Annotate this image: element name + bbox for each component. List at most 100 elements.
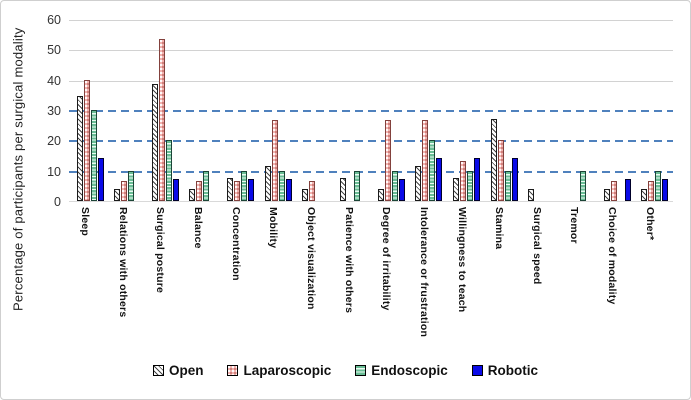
bar-open-choice-of-modality: [604, 189, 610, 201]
bar-open-relations-with-others: [114, 189, 120, 201]
x-label-surgical-speed: Surgical speed: [531, 207, 543, 285]
legend-item-laparoscopic: Laparoscopic: [227, 363, 331, 378]
bar-laparoscopic-stamina: [498, 140, 504, 201]
bar-open-surgical-posture: [152, 84, 158, 201]
x-label-willingness-to-teach: Willingness to teach: [456, 207, 468, 313]
bar-open-concentration: [227, 178, 233, 201]
bar-group-intolerance-or-frustration: [415, 120, 442, 201]
bar-open-mobility: [265, 166, 271, 201]
bar-open-degree-of-irritability: [378, 189, 384, 201]
bar-endoscopic-surgical-posture: [166, 140, 172, 201]
bar-endoscopic-concentration: [241, 171, 247, 201]
y-tick-label-20: 20: [47, 134, 61, 148]
bar-group-stamina: [491, 119, 518, 201]
bar-group-tremor: [566, 171, 593, 201]
gridline-40: [69, 81, 673, 82]
bar-endoscopic-mobility: [279, 171, 285, 201]
bar-open-surgical-speed: [528, 189, 534, 201]
gridline-20: [69, 140, 673, 142]
bar-robotic-stamina: [512, 158, 518, 201]
bar-open-sleep: [77, 96, 83, 201]
x-label-other: Other*: [644, 207, 656, 241]
bar-laparoscopic-intolerance-or-frustration: [422, 120, 428, 201]
bar-robotic-mobility: [286, 179, 292, 201]
bar-endoscopic-relations-with-others: [128, 171, 134, 201]
bar-endoscopic-other: [655, 171, 661, 201]
x-label-intolerance-or-frustration: Intolerance or frustration: [418, 207, 430, 338]
bar-group-surgical-posture: [152, 39, 179, 201]
gridline-50: [69, 50, 673, 51]
bar-group-choice-of-modality: [604, 179, 631, 201]
x-label-sleep: Sleep: [79, 207, 91, 237]
x-label-surgical-posture: Surgical posture: [154, 207, 166, 294]
bar-robotic-choice-of-modality: [625, 179, 631, 201]
bar-group-relations-with-others: [114, 171, 141, 201]
gridline-10: [69, 171, 673, 173]
laparoscopic-swatch-icon: [227, 365, 239, 376]
bar-endoscopic-degree-of-irritability: [392, 171, 398, 201]
x-label-patience-with-others: Patience with others: [343, 207, 355, 314]
y-tick-label-10: 10: [47, 165, 61, 179]
bar-group-object-visualization: [302, 181, 329, 201]
bar-endoscopic-stamina: [505, 171, 511, 201]
x-label-degree-of-irritability: Degree of irritability: [380, 207, 392, 311]
bar-laparoscopic-object-visualization: [309, 181, 315, 201]
bar-open-patience-with-others: [340, 178, 346, 201]
gridline-30: [69, 110, 673, 112]
bar-open-object-visualization: [302, 189, 308, 201]
bar-laparoscopic-balance: [196, 181, 202, 201]
robotic-swatch-icon: [471, 365, 483, 376]
bar-robotic-surgical-posture: [173, 179, 179, 201]
legend-item-endoscopic: Endoscopic: [355, 363, 448, 378]
bar-open-stamina: [491, 119, 497, 201]
x-label-object-visualization: Object visualization: [305, 207, 317, 310]
bar-robotic-degree-of-irritability: [399, 179, 405, 201]
bar-group-surgical-speed: [528, 189, 555, 201]
y-tick-label-50: 50: [47, 43, 61, 57]
x-label-relations-with-others: Relations with others: [117, 207, 129, 318]
bar-endoscopic-balance: [203, 171, 209, 201]
legend-label-laparoscopic: Laparoscopic: [243, 363, 332, 378]
bar-endoscopic-tremor: [580, 171, 586, 201]
bar-group-sleep: [77, 80, 104, 201]
x-label-tremor: Tremor: [568, 207, 580, 244]
bar-laparoscopic-degree-of-irritability: [385, 120, 391, 201]
bar-group-patience-with-others: [340, 171, 367, 201]
y-tick-label-30: 30: [47, 104, 61, 118]
bar-robotic-concentration: [248, 179, 254, 201]
x-label-stamina: Stamina: [493, 207, 505, 250]
y-tick-label-40: 40: [47, 74, 61, 88]
legend-label-open: Open: [168, 363, 204, 378]
bar-laparoscopic-surgical-posture: [159, 39, 165, 201]
bar-robotic-intolerance-or-frustration: [436, 158, 442, 201]
gridline-60: [69, 20, 673, 21]
x-label-choice-of-modality: Choice of modality: [606, 207, 618, 305]
bar-laparoscopic-concentration: [234, 181, 240, 201]
y-tick-label-0: 0: [54, 195, 61, 209]
y-tick-label-60: 60: [47, 13, 61, 27]
bar-group-mobility: [265, 120, 292, 201]
endoscopic-swatch-icon: [355, 365, 367, 376]
bar-open-other: [641, 189, 647, 201]
bar-group-concentration: [227, 171, 254, 201]
bar-endoscopic-willingness-to-teach: [467, 171, 473, 201]
bar-endoscopic-intolerance-or-frustration: [429, 140, 435, 201]
bar-robotic-other: [662, 179, 668, 201]
bar-laparoscopic-sleep: [84, 80, 90, 201]
bar-laparoscopic-willingness-to-teach: [460, 161, 466, 201]
bar-laparoscopic-relations-with-others: [121, 181, 127, 201]
bar-endoscopic-patience-with-others: [354, 171, 360, 201]
x-label-concentration: Concentration: [230, 207, 242, 281]
legend-item-robotic: Robotic: [471, 363, 539, 378]
bar-endoscopic-sleep: [91, 110, 97, 201]
bar-group-willingness-to-teach: [453, 158, 480, 201]
legend-label-robotic: Robotic: [487, 363, 539, 378]
x-label-mobility: Mobility: [267, 207, 279, 249]
bar-open-intolerance-or-frustration: [415, 166, 421, 201]
x-label-balance: Balance: [192, 207, 204, 249]
bar-open-balance: [189, 189, 195, 201]
bar-laparoscopic-other: [648, 181, 654, 201]
bar-robotic-willingness-to-teach: [474, 158, 480, 201]
legend: Open Laparoscopic Endoscopic Robotic: [1, 363, 690, 378]
